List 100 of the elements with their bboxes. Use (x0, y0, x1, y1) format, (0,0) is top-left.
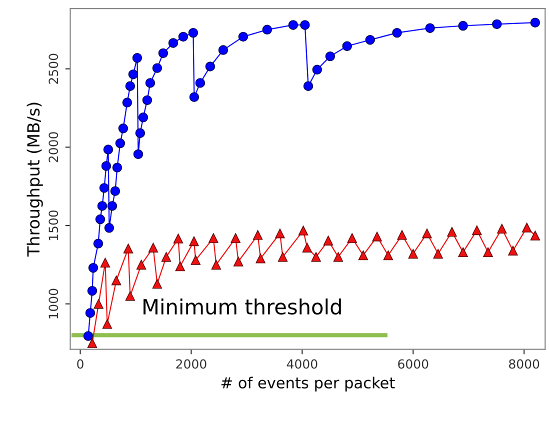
point (148, 242, 158, 252)
point (175, 261, 185, 272)
point (85, 308, 96, 318)
point (168, 38, 178, 48)
point (205, 62, 216, 72)
x-axis-title: # of events per packet (221, 376, 395, 392)
y-tick-label: 2500 (48, 54, 58, 84)
point (325, 51, 336, 62)
point (88, 262, 98, 273)
point (133, 149, 144, 160)
point (288, 20, 298, 30)
point (383, 250, 394, 260)
point (97, 201, 108, 211)
x-tick-label: 0 (77, 359, 84, 369)
point (110, 186, 120, 196)
point (93, 238, 104, 248)
point (365, 34, 375, 45)
point (530, 230, 540, 240)
point (472, 225, 482, 236)
point (102, 319, 112, 329)
point (83, 331, 94, 341)
point (278, 252, 288, 262)
point (323, 236, 334, 246)
x-tick-label: 8000 (509, 359, 540, 369)
point (158, 48, 168, 58)
x-tick-label: 6000 (398, 359, 428, 369)
point (238, 32, 248, 42)
point (234, 256, 244, 266)
x-tick-label: 2000 (176, 359, 206, 369)
point (256, 254, 266, 264)
point (161, 252, 172, 262)
point (447, 226, 457, 237)
point (300, 20, 310, 30)
point (492, 19, 502, 30)
point (107, 201, 118, 211)
point (178, 32, 188, 42)
point (342, 41, 352, 51)
annotation: Minimum threshold (144, 298, 341, 315)
point (211, 260, 222, 270)
point (94, 299, 104, 309)
point (115, 138, 126, 148)
y-tick-label: 1000 (48, 288, 58, 318)
point (262, 24, 272, 35)
point (333, 252, 344, 262)
point (208, 233, 218, 243)
point (111, 276, 122, 286)
y-tick-label: 2000 (48, 132, 58, 162)
point (483, 247, 493, 258)
point (298, 226, 308, 236)
point (392, 28, 402, 38)
point (252, 230, 263, 240)
point (303, 81, 314, 91)
point (173, 234, 184, 244)
point (189, 236, 199, 246)
point (302, 242, 312, 252)
x-tick-label: 4000 (286, 359, 318, 369)
point (408, 248, 418, 259)
point (152, 278, 162, 289)
point (530, 18, 540, 28)
point (458, 20, 468, 31)
y-tick-label: 1500 (48, 210, 58, 240)
point (142, 95, 152, 106)
point (508, 246, 518, 256)
point (312, 64, 322, 74)
point (230, 233, 240, 243)
point (100, 258, 110, 268)
point (104, 223, 114, 233)
point (87, 286, 98, 296)
point (347, 233, 357, 243)
point (275, 228, 285, 238)
point (138, 112, 148, 122)
point (118, 124, 128, 134)
point (188, 28, 198, 38)
point (522, 222, 532, 232)
point (190, 255, 201, 265)
point (152, 63, 162, 73)
point (218, 45, 228, 55)
point (358, 250, 368, 260)
point (433, 248, 443, 259)
point (99, 183, 110, 193)
point (112, 162, 122, 172)
point (95, 214, 106, 224)
point (128, 69, 138, 80)
point (132, 53, 142, 63)
point (372, 232, 382, 242)
point (125, 291, 136, 301)
point (101, 161, 112, 171)
point (103, 144, 114, 154)
point (195, 78, 206, 88)
point (136, 260, 146, 270)
point (87, 338, 98, 348)
y-axis-title: Throughput (MB/s) (26, 102, 43, 257)
point (422, 228, 432, 238)
point (189, 92, 200, 102)
point (425, 23, 435, 33)
point (135, 128, 146, 138)
point (497, 224, 507, 234)
point (311, 252, 321, 262)
point (123, 244, 134, 254)
point (397, 230, 407, 240)
